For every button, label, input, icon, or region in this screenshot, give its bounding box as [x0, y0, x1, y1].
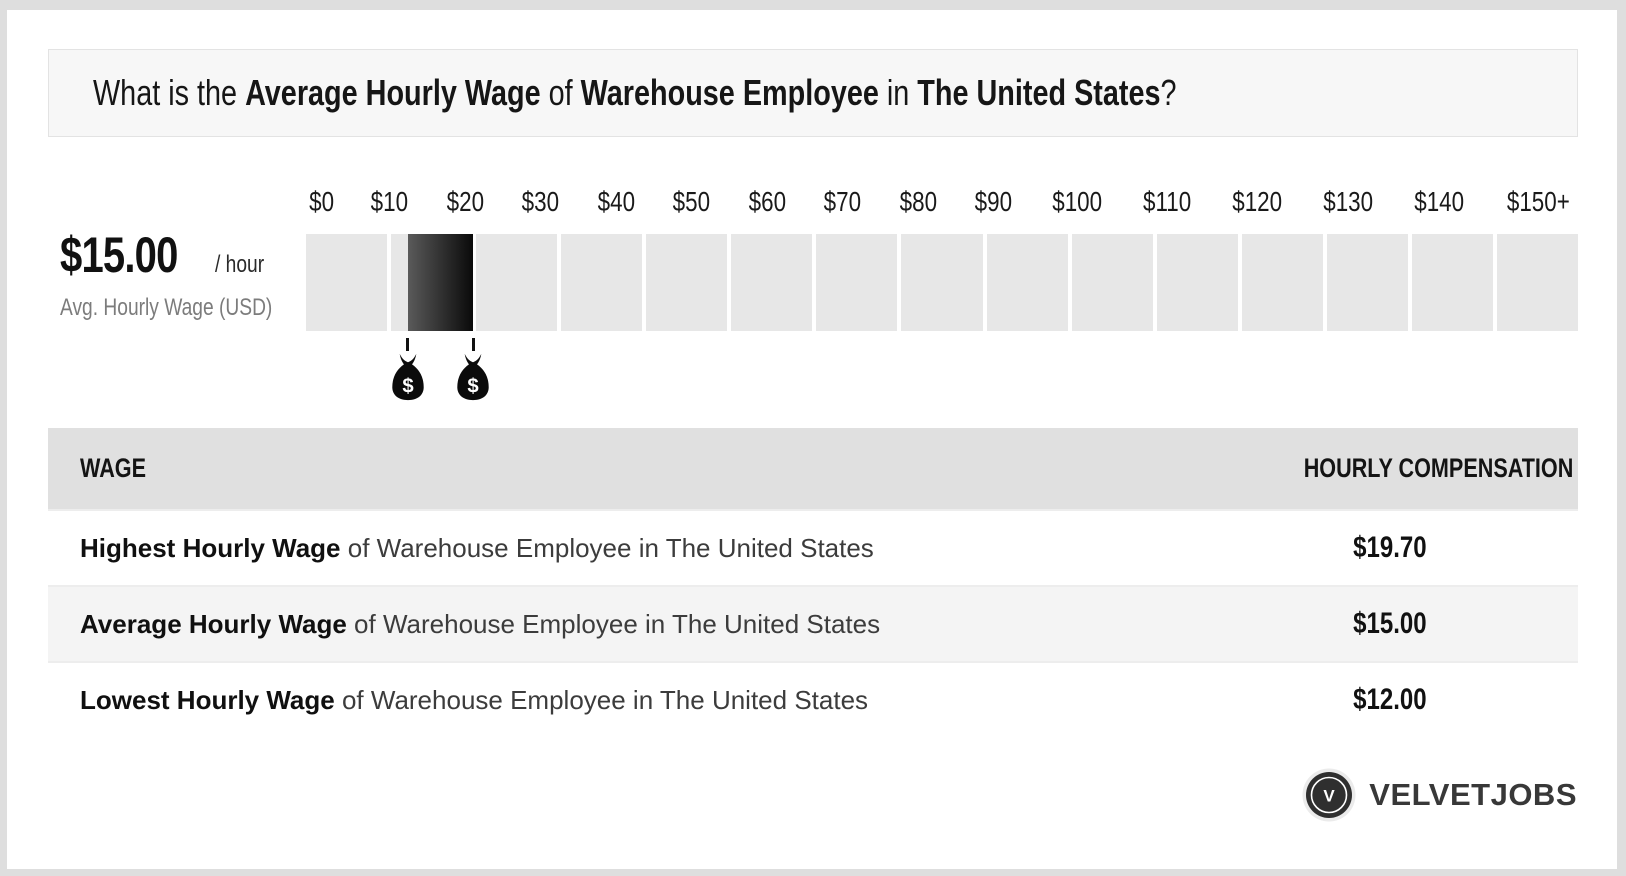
- axis-tick-label: $40: [597, 186, 635, 217]
- title-text: What is the: [93, 72, 246, 113]
- average-wage-line: $15.00 / hour: [60, 226, 306, 284]
- axis-tick-label: $120: [1232, 186, 1282, 217]
- average-wage-value: $15.00: [60, 227, 178, 283]
- column-header-wage: WAGE: [80, 453, 147, 483]
- logo-letter: V: [1324, 787, 1336, 806]
- row-label-highest: Highest Hourly Wage of Warehouse Employe…: [80, 532, 874, 563]
- axis-tick-label: $20: [446, 186, 484, 217]
- row-label-average: Average Hourly Wage of Warehouse Employe…: [80, 608, 881, 639]
- scale-segment: [1241, 234, 1323, 331]
- per-hour-label: / hour: [214, 251, 265, 278]
- row-label-lowest: Lowest Hourly Wage of Warehouse Employee…: [80, 684, 869, 715]
- infographic-card: What is the Average Hourly Wage of Wareh…: [7, 10, 1617, 869]
- highest-wage-moneybag: $: [454, 338, 492, 401]
- axis-tick-label: $10: [370, 186, 409, 217]
- scale-segment: [476, 234, 558, 331]
- wage-scale-chart: $0 $10 $20 $30 $40 $50 $60 $70 $80 $90 $100 $110 $12…: [306, 186, 1578, 403]
- scale-track: [306, 234, 1578, 331]
- scale-segment: [901, 234, 983, 331]
- axis-tick-labels: $0 $10 $20 $30 $40 $50 $60 $70 $80 $90 $100 $110 $12…: [306, 186, 1578, 218]
- scale-segment: [1326, 234, 1408, 331]
- row-value-lowest: $12.00: [1353, 683, 1427, 716]
- wage-table: WAGE HOURLY COMPENSATION Highest Hourly …: [48, 428, 1578, 737]
- scale-segment: [306, 234, 388, 331]
- wage-range-bar: [407, 234, 474, 331]
- money-bag-icon: $: [457, 353, 489, 401]
- row-value-average: $15.00: [1353, 607, 1427, 640]
- table-row: Average Hourly Wage of Warehouse Employe…: [48, 585, 1578, 661]
- axis-tick-label: $130: [1323, 186, 1374, 217]
- svg-text:$: $: [467, 376, 478, 398]
- lowest-wage-moneybag: $: [389, 338, 427, 401]
- table-row: Highest Hourly Wage of Warehouse Employe…: [48, 509, 1578, 585]
- axis-tick-label: $70: [823, 186, 862, 217]
- wage-markers: $ $: [306, 331, 1578, 403]
- axis-tick-label: $50: [672, 186, 711, 217]
- title-box: What is the Average Hourly Wage of Wareh…: [48, 49, 1578, 137]
- column-header-compensation: HOURLY COMPENSATION: [1303, 453, 1574, 483]
- axis-tick-label: $100: [1051, 186, 1102, 217]
- axis-tick-label: $30: [521, 186, 560, 217]
- scale-segment: [816, 234, 898, 331]
- axis-tick-label: $140: [1414, 186, 1465, 217]
- scale-segment: [986, 234, 1068, 331]
- money-bag-icon: $: [392, 353, 424, 401]
- wage-caption: Avg. Hourly Wage (USD): [60, 294, 273, 321]
- title-highlight-country: The United States: [917, 72, 1161, 113]
- scale-segment: [1071, 234, 1153, 331]
- row-value-highest: $19.70: [1353, 531, 1427, 564]
- velvetjobs-logo-icon: V: [1302, 768, 1356, 822]
- scale-segment: [561, 234, 643, 331]
- title-highlight-wage: Average Hourly Wage: [245, 72, 541, 113]
- average-wage-panel: $15.00 / hour Avg. Hourly Wage (USD): [60, 226, 306, 322]
- table-row: Lowest Hourly Wage of Warehouse Employee…: [48, 661, 1578, 737]
- scale-segment: [1411, 234, 1493, 331]
- svg-text:$: $: [402, 376, 413, 398]
- scale-segment: [1496, 234, 1578, 331]
- scale-segment: [731, 234, 813, 331]
- marker-dash: [471, 338, 475, 351]
- axis-tick-label: $110: [1142, 186, 1192, 217]
- axis-tick-label: $90: [974, 186, 1013, 217]
- axis-tick-label: $0: [309, 186, 335, 217]
- table-header-row: WAGE HOURLY COMPENSATION: [48, 428, 1578, 509]
- scale-segments: [306, 234, 1578, 331]
- velvetjobs-logo: V VELVETJOBS: [1302, 768, 1577, 822]
- scale-segment: [1156, 234, 1238, 331]
- axis-tick-label: $60: [748, 186, 786, 217]
- title-highlight-job: Warehouse Employee: [580, 72, 879, 113]
- brand-name: VELVETJOBS: [1369, 777, 1577, 812]
- marker-dash: [406, 338, 410, 351]
- axis-tick-label: $80: [899, 186, 937, 217]
- page-title: What is the Average Hourly Wage of Wareh…: [93, 72, 1177, 113]
- axis-tick-label: $150+: [1507, 186, 1570, 217]
- scale-segment: [646, 234, 728, 331]
